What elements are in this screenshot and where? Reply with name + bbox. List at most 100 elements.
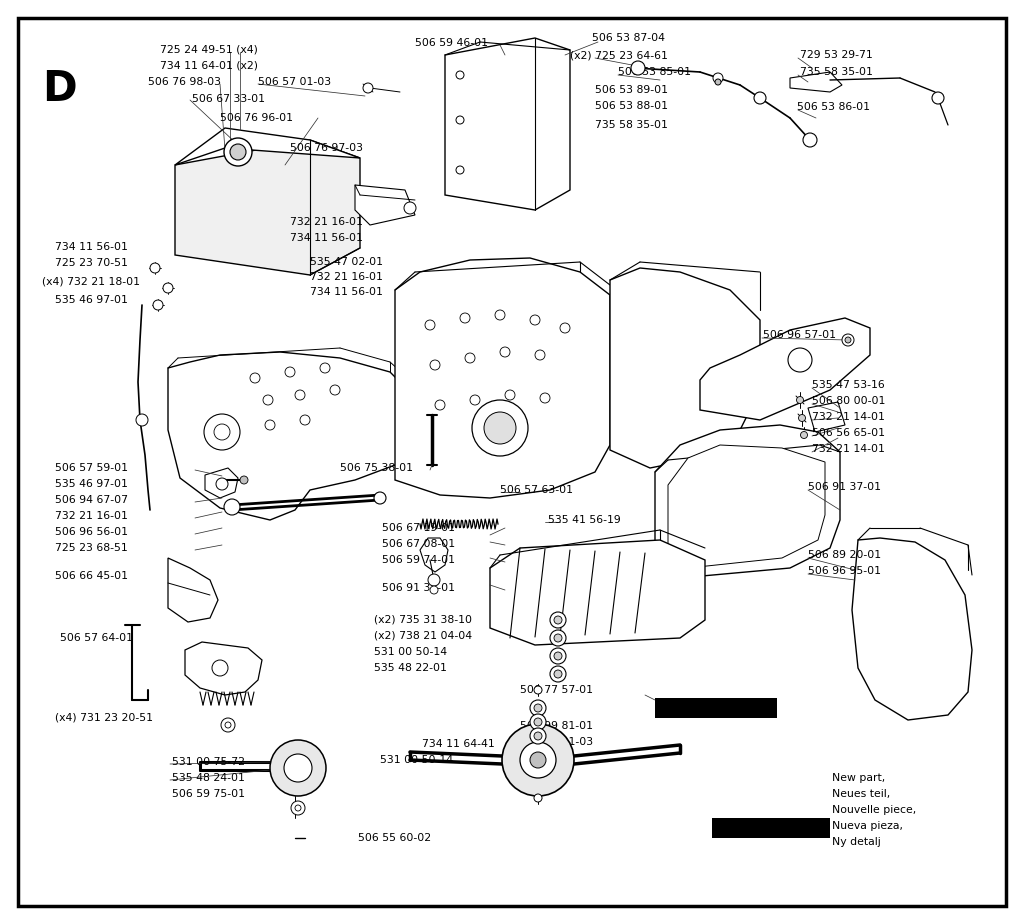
Polygon shape <box>445 38 570 210</box>
Circle shape <box>214 424 230 440</box>
Circle shape <box>250 373 260 383</box>
Text: 506 53 86-01: 506 53 86-01 <box>797 102 870 112</box>
Circle shape <box>631 61 645 75</box>
Circle shape <box>534 686 542 694</box>
Text: 506 59 74-01: 506 59 74-01 <box>382 555 455 565</box>
Circle shape <box>520 742 556 778</box>
Text: 506 94 67-07: 506 94 67-07 <box>55 495 128 505</box>
Circle shape <box>530 728 546 744</box>
Text: 535 46 97-01: 535 46 97-01 <box>55 295 128 305</box>
Circle shape <box>560 323 570 333</box>
Circle shape <box>502 724 574 796</box>
Circle shape <box>240 476 248 484</box>
Text: 506 80 00-01: 506 80 00-01 <box>812 396 886 406</box>
Text: 506 76 96-01: 506 76 96-01 <box>220 113 293 123</box>
Text: 506 57 01-03: 506 57 01-03 <box>258 77 331 87</box>
Text: 506 59 46-01: 506 59 46-01 <box>415 38 488 48</box>
Text: 506 57 63-01: 506 57 63-01 <box>500 485 573 495</box>
Text: 506 96 57-01: 506 96 57-01 <box>763 330 836 340</box>
Circle shape <box>505 390 515 400</box>
Text: 535 46 97-01: 535 46 97-01 <box>55 479 128 489</box>
Text: 725 23 68-51: 725 23 68-51 <box>55 543 128 553</box>
Circle shape <box>550 630 566 646</box>
Text: 506 91 37-01: 506 91 37-01 <box>808 482 881 492</box>
Circle shape <box>430 360 440 370</box>
Text: 734 11 64-41: 734 11 64-41 <box>422 739 495 749</box>
Bar <box>655 698 777 718</box>
Text: 506 75 38-01: 506 75 38-01 <box>340 463 413 473</box>
Circle shape <box>484 412 516 444</box>
Text: 506 77 57-01: 506 77 57-01 <box>520 685 593 695</box>
Text: 732 21 16-01: 732 21 16-01 <box>310 272 383 282</box>
Circle shape <box>435 400 445 410</box>
Text: 732 21 14-01: 732 21 14-01 <box>812 412 885 422</box>
Circle shape <box>330 385 340 395</box>
Circle shape <box>456 116 464 124</box>
Circle shape <box>495 310 505 320</box>
Polygon shape <box>185 642 262 695</box>
Text: 535 48 22-01: 535 48 22-01 <box>374 663 446 673</box>
Circle shape <box>265 420 275 430</box>
Circle shape <box>224 138 252 166</box>
Circle shape <box>216 478 228 490</box>
Bar <box>712 818 830 838</box>
Circle shape <box>221 718 234 732</box>
Circle shape <box>803 133 817 147</box>
Text: 506 67 33-01: 506 67 33-01 <box>193 94 265 104</box>
Polygon shape <box>175 128 360 165</box>
Circle shape <box>845 337 851 343</box>
Circle shape <box>225 722 231 728</box>
Circle shape <box>754 92 766 104</box>
Circle shape <box>362 83 373 93</box>
Text: (x2) 725 23 64-61: (x2) 725 23 64-61 <box>570 50 668 60</box>
Circle shape <box>554 652 562 660</box>
Text: 735 58 35-01: 735 58 35-01 <box>800 67 872 77</box>
Text: 506 59 75-01: 506 59 75-01 <box>172 789 245 799</box>
Circle shape <box>554 616 562 624</box>
Circle shape <box>404 202 416 214</box>
Circle shape <box>230 144 246 160</box>
Circle shape <box>425 320 435 330</box>
Circle shape <box>713 73 723 83</box>
Circle shape <box>534 794 542 802</box>
Circle shape <box>472 400 528 456</box>
Circle shape <box>374 492 386 504</box>
Text: (x2) 735 31 38-10: (x2) 735 31 38-10 <box>374 615 472 625</box>
Circle shape <box>300 415 310 425</box>
Text: 506 67 08-01: 506 67 08-01 <box>382 539 455 549</box>
Circle shape <box>163 283 173 293</box>
Circle shape <box>263 395 273 405</box>
Text: Neues teil,: Neues teil, <box>831 789 890 799</box>
Circle shape <box>801 431 808 438</box>
Circle shape <box>932 92 944 104</box>
Polygon shape <box>420 538 449 572</box>
Text: 725 23 70-51: 725 23 70-51 <box>55 258 128 268</box>
Polygon shape <box>175 140 360 275</box>
Circle shape <box>284 754 312 782</box>
Circle shape <box>465 353 475 363</box>
Text: 732 21 16-01: 732 21 16-01 <box>55 511 128 521</box>
Text: 506 76 98-03: 506 76 98-03 <box>148 77 221 87</box>
Circle shape <box>285 367 295 377</box>
Circle shape <box>428 574 440 586</box>
Polygon shape <box>700 318 870 420</box>
Text: 725 24 49-51 (x4): 725 24 49-51 (x4) <box>160 45 258 55</box>
Text: 506 66 45-01: 506 66 45-01 <box>55 571 128 581</box>
Circle shape <box>554 670 562 678</box>
Text: 735 58 35-01: 735 58 35-01 <box>595 120 668 130</box>
Circle shape <box>535 350 545 360</box>
Circle shape <box>799 414 806 422</box>
Text: 531 00 50-14: 531 00 50-14 <box>380 755 454 765</box>
Circle shape <box>550 666 566 682</box>
Circle shape <box>430 586 438 594</box>
Circle shape <box>534 718 542 726</box>
Text: 732 21 14-01: 732 21 14-01 <box>812 444 885 454</box>
Text: (x4) 731 23 20-51: (x4) 731 23 20-51 <box>55 713 153 723</box>
Text: 506 53 89-01: 506 53 89-01 <box>595 85 668 95</box>
Polygon shape <box>168 352 410 520</box>
Text: (x2) 738 21 04-04: (x2) 738 21 04-04 <box>374 631 472 641</box>
Circle shape <box>136 414 148 426</box>
Text: 506 96 95-01: 506 96 95-01 <box>808 566 881 576</box>
Text: 734 11 64-01 (x2): 734 11 64-01 (x2) <box>160 60 258 70</box>
Text: 734 11 56-01: 734 11 56-01 <box>290 233 362 243</box>
